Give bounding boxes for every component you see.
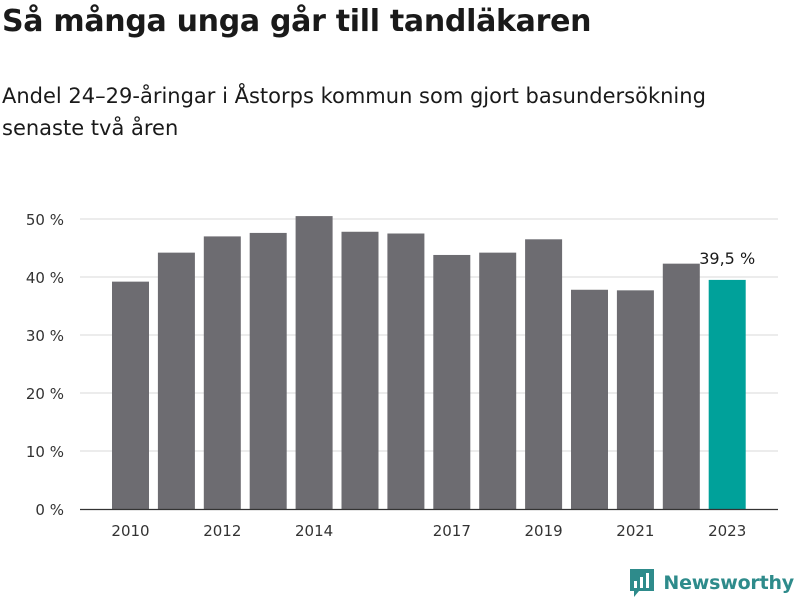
brand-name: Newsworthy — [663, 572, 794, 594]
y-tick-label: 40 % — [26, 269, 64, 287]
data-label: 39,5 % — [699, 249, 755, 268]
brand-logo: Newsworthy — [629, 568, 794, 598]
bar — [662, 263, 700, 509]
bar — [341, 231, 379, 509]
bar — [295, 216, 333, 509]
bar — [433, 254, 471, 509]
newsworthy-logo-icon — [630, 569, 655, 597]
bar — [249, 232, 287, 510]
bar — [112, 281, 149, 509]
x-tick-label: 2021 — [616, 522, 654, 540]
y-tick-label: 50 % — [26, 211, 64, 229]
y-tick-label: 30 % — [26, 327, 64, 345]
bar — [157, 252, 195, 509]
bar — [616, 290, 654, 509]
x-tick-label: 2019 — [525, 522, 563, 540]
bar — [479, 252, 517, 509]
chart-title: Så många unga går till tandläkaren — [2, 4, 592, 39]
y-tick-label: 20 % — [26, 385, 64, 403]
y-tick-label: 0 % — [35, 501, 64, 519]
y-tick-label: 10 % — [26, 443, 64, 461]
x-tick-label: 2014 — [295, 522, 333, 540]
x-tick-label: 2023 — [708, 522, 746, 540]
bar — [708, 279, 746, 509]
bar — [571, 289, 608, 509]
x-tick-label: 2017 — [433, 522, 471, 540]
x-tick-label: 2010 — [111, 522, 149, 540]
bar — [203, 236, 241, 509]
bar — [387, 233, 425, 509]
chart-subtitle: Andel 24–29-åringar i Åstorps kommun som… — [2, 84, 706, 140]
x-tick-label: 2012 — [203, 522, 241, 540]
bar — [525, 239, 563, 510]
